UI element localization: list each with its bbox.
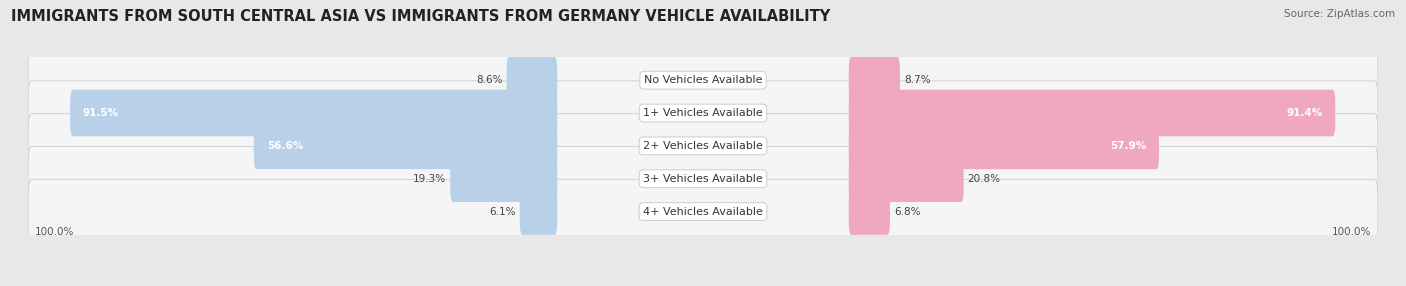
FancyBboxPatch shape bbox=[254, 122, 557, 169]
FancyBboxPatch shape bbox=[70, 90, 557, 136]
FancyBboxPatch shape bbox=[28, 146, 1378, 211]
FancyBboxPatch shape bbox=[849, 122, 1159, 169]
FancyBboxPatch shape bbox=[849, 90, 1336, 136]
Text: 91.5%: 91.5% bbox=[83, 108, 120, 118]
Text: 100.0%: 100.0% bbox=[1331, 227, 1371, 237]
FancyBboxPatch shape bbox=[849, 155, 963, 202]
Text: 100.0%: 100.0% bbox=[35, 227, 75, 237]
Text: 4+ Vehicles Available: 4+ Vehicles Available bbox=[643, 206, 763, 217]
FancyBboxPatch shape bbox=[849, 188, 890, 235]
FancyBboxPatch shape bbox=[520, 188, 557, 235]
Text: 56.6%: 56.6% bbox=[267, 141, 302, 151]
Text: 8.7%: 8.7% bbox=[904, 75, 931, 85]
Text: 57.9%: 57.9% bbox=[1109, 141, 1146, 151]
Text: 1+ Vehicles Available: 1+ Vehicles Available bbox=[643, 108, 763, 118]
FancyBboxPatch shape bbox=[28, 114, 1378, 178]
Text: Source: ZipAtlas.com: Source: ZipAtlas.com bbox=[1284, 9, 1395, 19]
Text: 2+ Vehicles Available: 2+ Vehicles Available bbox=[643, 141, 763, 151]
FancyBboxPatch shape bbox=[849, 57, 900, 104]
FancyBboxPatch shape bbox=[450, 155, 557, 202]
Text: 8.6%: 8.6% bbox=[477, 75, 502, 85]
FancyBboxPatch shape bbox=[28, 48, 1378, 112]
FancyBboxPatch shape bbox=[28, 179, 1378, 244]
Text: 91.4%: 91.4% bbox=[1286, 108, 1323, 118]
Text: 6.8%: 6.8% bbox=[894, 206, 921, 217]
Text: 3+ Vehicles Available: 3+ Vehicles Available bbox=[643, 174, 763, 184]
Text: IMMIGRANTS FROM SOUTH CENTRAL ASIA VS IMMIGRANTS FROM GERMANY VEHICLE AVAILABILI: IMMIGRANTS FROM SOUTH CENTRAL ASIA VS IM… bbox=[11, 9, 831, 23]
FancyBboxPatch shape bbox=[506, 57, 557, 104]
Text: 20.8%: 20.8% bbox=[967, 174, 1001, 184]
Text: 19.3%: 19.3% bbox=[413, 174, 446, 184]
FancyBboxPatch shape bbox=[28, 81, 1378, 145]
Text: 6.1%: 6.1% bbox=[489, 206, 516, 217]
Text: No Vehicles Available: No Vehicles Available bbox=[644, 75, 762, 85]
